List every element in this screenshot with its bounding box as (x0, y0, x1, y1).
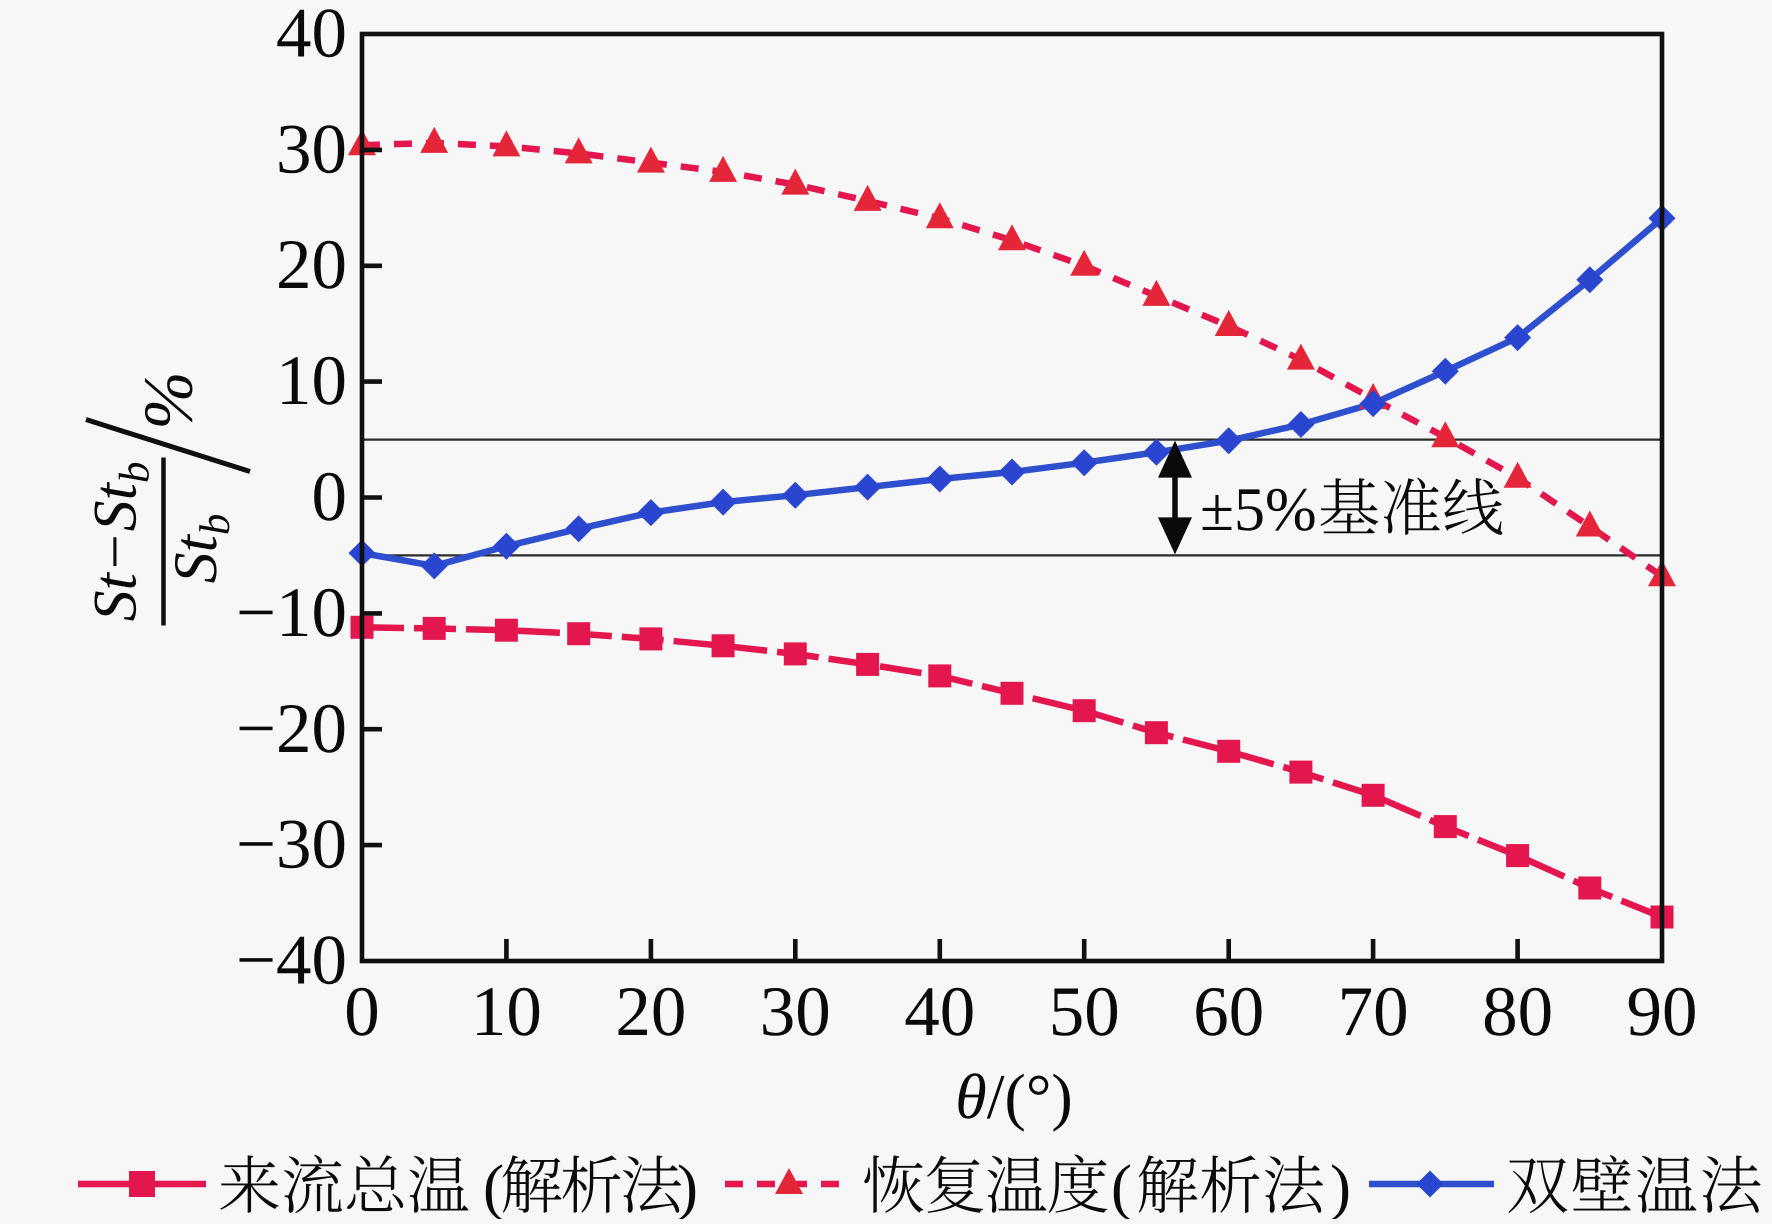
svg-text:±5%: ±5% (1200, 476, 1317, 544)
svg-text:90: 90 (1627, 973, 1698, 1051)
svg-text:−40: −40 (236, 922, 347, 1000)
svg-text:(: ( (483, 1152, 504, 1219)
svg-text:80: 80 (1482, 973, 1553, 1051)
svg-text:20: 20 (276, 226, 347, 304)
svg-text:30: 30 (276, 110, 347, 188)
svg-text:10: 10 (276, 342, 347, 420)
svg-text:−30: −30 (236, 806, 347, 884)
svg-text:): ) (1330, 1152, 1351, 1219)
svg-text:): ) (677, 1152, 698, 1219)
svg-text:10: 10 (471, 973, 542, 1051)
svg-text:30: 30 (760, 973, 831, 1051)
svg-text:70: 70 (1338, 973, 1409, 1051)
svg-text:40: 40 (276, 0, 347, 73)
svg-text:(: ( (1111, 1152, 1132, 1219)
svg-text:0: 0 (344, 973, 380, 1051)
svg-text:0: 0 (312, 458, 348, 536)
svg-text:60: 60 (1193, 973, 1264, 1051)
svg-text:40: 40 (904, 973, 975, 1051)
svg-text:20: 20 (615, 973, 686, 1051)
svg-text:50: 50 (1049, 973, 1120, 1051)
svg-text:θ/(°): θ/(°) (955, 1061, 1072, 1132)
svg-text:−20: −20 (236, 690, 347, 768)
svg-text:−10: −10 (236, 574, 347, 652)
